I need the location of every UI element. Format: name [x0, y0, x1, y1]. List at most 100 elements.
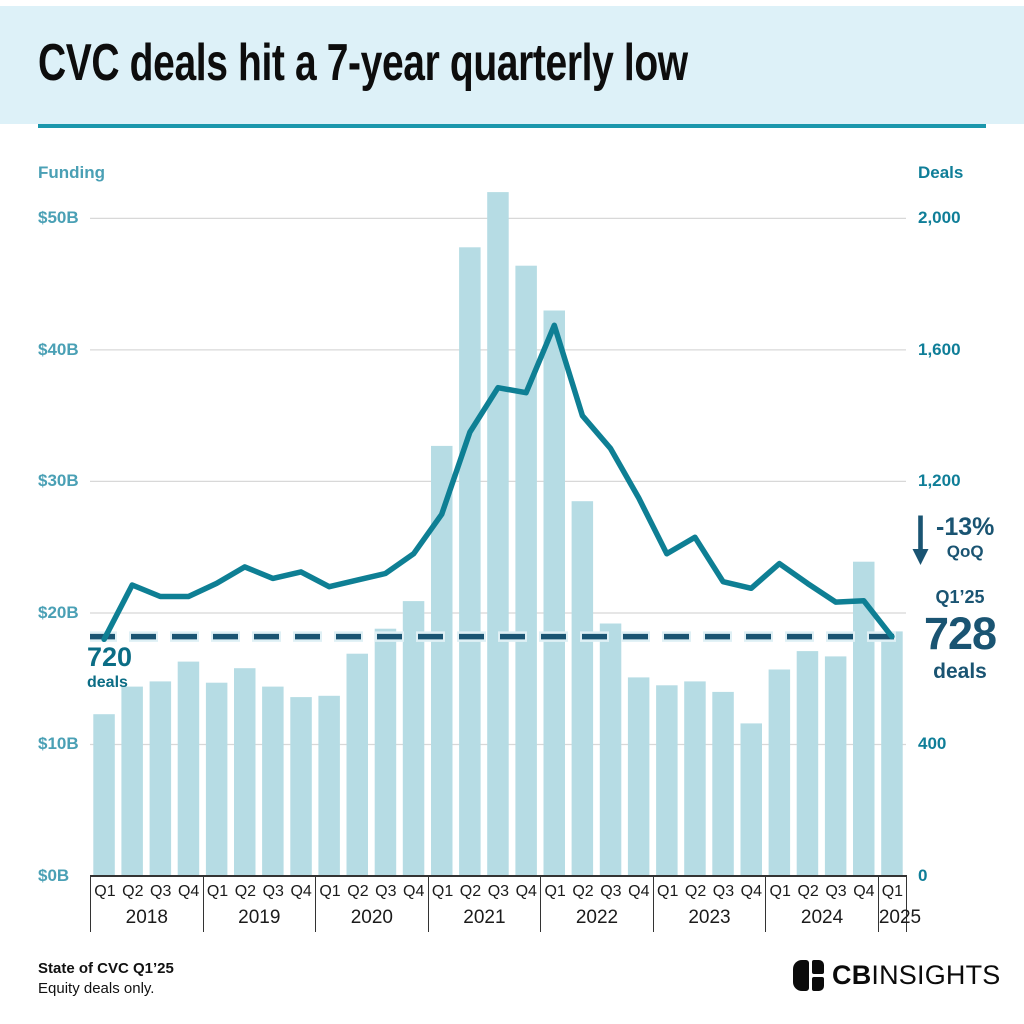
latest-quarter-annotation: Q1’25 728 deals: [903, 588, 1017, 682]
source-title: State of CVC Q1’25: [38, 960, 174, 977]
x-axis-year-label: 2020: [350, 907, 393, 928]
x-axis-quarter-label: Q1: [657, 882, 679, 900]
x-axis-year-label: 2019: [238, 907, 281, 928]
x-axis-quarter-label: Q1: [881, 882, 904, 900]
funding-bar: [431, 445, 453, 876]
qoq-change-text: -13% QoQ: [936, 513, 995, 566]
x-axis-quarter-label: Q2: [234, 882, 257, 900]
x-axis-quarter-label: Q3: [600, 882, 622, 900]
funding-bar: [205, 682, 228, 876]
x-axis-quarter-label: Q1: [319, 882, 341, 900]
left-axis-tick: $40B: [38, 340, 79, 359]
source-subtitle: Equity deals only.: [38, 980, 155, 997]
funding-bar: [881, 631, 903, 876]
funding-bar: [515, 265, 537, 876]
x-axis-year-group: Q1 Q2 Q3 Q4 2021: [427, 877, 541, 932]
x-axis-quarter-label: Q4: [740, 882, 763, 900]
deals-line: [101, 322, 895, 643]
funding-bar: [177, 661, 200, 876]
x-axis-quarter-label: Q2: [459, 882, 482, 900]
funding-bar: [571, 501, 594, 876]
x-axis-quarter-label: Q4: [403, 882, 425, 900]
funding-bar: [290, 697, 312, 876]
funding-bar: [543, 310, 565, 876]
funding-bar: [656, 685, 678, 876]
start-deals-value: 720: [87, 642, 133, 672]
x-axis-quarter-label: Q3: [825, 882, 847, 900]
funding-bar: [121, 686, 143, 876]
down-arrow-icon: [912, 515, 929, 565]
latest-quarter-period: Q1’25: [935, 587, 985, 607]
x-axis-quarter-label: Q4: [290, 882, 312, 900]
x-axis-year-group: Q1 Q2 Q3 Q4 2022: [540, 877, 653, 932]
left-axis-tick: $20B: [38, 603, 79, 622]
latest-quarter-unit: deals: [933, 660, 987, 683]
start-deals-annotation: 720 deals: [87, 644, 132, 691]
funding-bar: [684, 681, 706, 876]
funding-bar: [93, 714, 115, 876]
funding-bar: [234, 668, 256, 876]
funding-bar: [824, 656, 847, 876]
right-axis-tick: 2,000: [918, 208, 961, 227]
x-axis-year-label: 2023: [688, 907, 731, 928]
x-axis-quarter-label: Q2: [347, 882, 369, 900]
right-axis-tick: 0: [918, 866, 928, 885]
qoq-change-value: -13%: [936, 513, 995, 541]
funding-bar: [712, 691, 734, 876]
x-axis-quarter-label: Q1: [431, 882, 454, 900]
left-axis-title: Funding: [38, 163, 106, 182]
left-axis-tick: $30B: [38, 471, 79, 490]
right-axis-tick: 1,600: [918, 340, 961, 359]
cbinsights-logo: CBINSIGHTS: [793, 956, 1001, 994]
source-note: State of CVC Q1’25 Equity deals only.: [38, 959, 174, 999]
cbinsights-logo-text: CBINSIGHTS: [832, 959, 1001, 990]
x-axis-quarter-label: Q3: [150, 882, 172, 900]
x-axis-year-label: 2022: [575, 907, 619, 928]
right-axis-title: Deals: [918, 163, 964, 182]
header-rule: [38, 124, 986, 128]
funding-bar: [374, 628, 397, 876]
x-axis-year-label: 2024: [800, 907, 844, 928]
x-axis-quarter-label: Q4: [628, 882, 650, 900]
latest-quarter-value: 728: [923, 608, 997, 659]
x-axis-quarter-label: Q2: [684, 882, 707, 900]
x-axis-year-label: 2025: [878, 907, 922, 928]
x-axis-quarter-label: Q3: [375, 882, 397, 900]
x-axis-year-group: Q1 Q2 Q3 Q4 2019: [202, 877, 316, 932]
start-deals-unit: deals: [87, 674, 128, 691]
x-axis-quarter-label: Q2: [572, 882, 594, 900]
right-axis-tick: 1,200: [918, 471, 961, 490]
funding-bar: [599, 623, 622, 876]
funding-bar: [149, 681, 172, 876]
x-axis-quarter-label: Q3: [487, 882, 510, 900]
x-axis-year-group: Q1 Q2 Q3 Q4 2020: [315, 877, 428, 932]
x-axis-quarter-label: Q1: [206, 882, 229, 900]
funding-bar: [740, 723, 762, 876]
x-axis-quarter-label: Q4: [853, 882, 875, 900]
x-axis-quarter-label: Q2: [797, 882, 819, 900]
x-axis-year-group: Q1 2025: [877, 877, 922, 932]
chart-canvas: [90, 192, 906, 877]
x-axis-year-group: Q1 Q2 Q3 Q4 2023: [652, 877, 766, 932]
cbinsights-logo-icon: [793, 959, 824, 991]
funding-bar: [262, 686, 284, 876]
right-axis-tick: 400: [918, 734, 947, 753]
page-title: CVC deals hit a 7-year quarterly low: [38, 34, 688, 92]
funding-bar: [459, 247, 481, 877]
header-band: [0, 6, 1024, 124]
funding-bar: [796, 651, 819, 876]
x-axis-quarter-label: Q3: [262, 882, 284, 900]
x-axis-table: Q1 Q2 Q3 Q4 2018 Q1 Q2 Q3 Q4 2019 Q1 Q2 Q3 Q4 2020 Q1 Q2…: [90, 875, 922, 932]
qoq-change-annotation: -13% QoQ: [912, 513, 995, 566]
x-axis-quarter-label: Q4: [177, 882, 200, 900]
funding-bar: [346, 653, 368, 876]
x-axis-quarter-label: Q1: [94, 882, 116, 900]
x-axis-quarter-label: Q1: [544, 882, 566, 900]
x-axis-year-label: 2018: [125, 907, 168, 928]
x-axis-quarter-label: Q4: [515, 882, 537, 900]
x-axis-quarter-label: Q3: [712, 882, 735, 900]
x-axis-quarter-label: Q1: [769, 882, 791, 900]
funding-bar: [487, 192, 509, 877]
x-axis-year-group: Q1 Q2 Q3 Q4 2024: [765, 877, 878, 932]
